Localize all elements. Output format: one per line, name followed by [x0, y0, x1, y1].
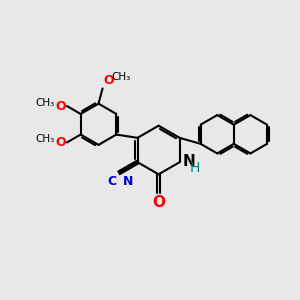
Text: O: O	[55, 100, 66, 112]
Text: CH₃: CH₃	[112, 72, 131, 82]
Text: N: N	[183, 154, 196, 169]
Text: O: O	[104, 74, 114, 87]
Text: O: O	[55, 136, 66, 149]
Text: O: O	[152, 195, 165, 210]
Text: N: N	[123, 175, 133, 188]
Text: C: C	[107, 175, 117, 188]
Text: CH₃: CH₃	[36, 134, 55, 144]
Text: CH₃: CH₃	[36, 98, 55, 108]
Text: H: H	[189, 161, 200, 176]
